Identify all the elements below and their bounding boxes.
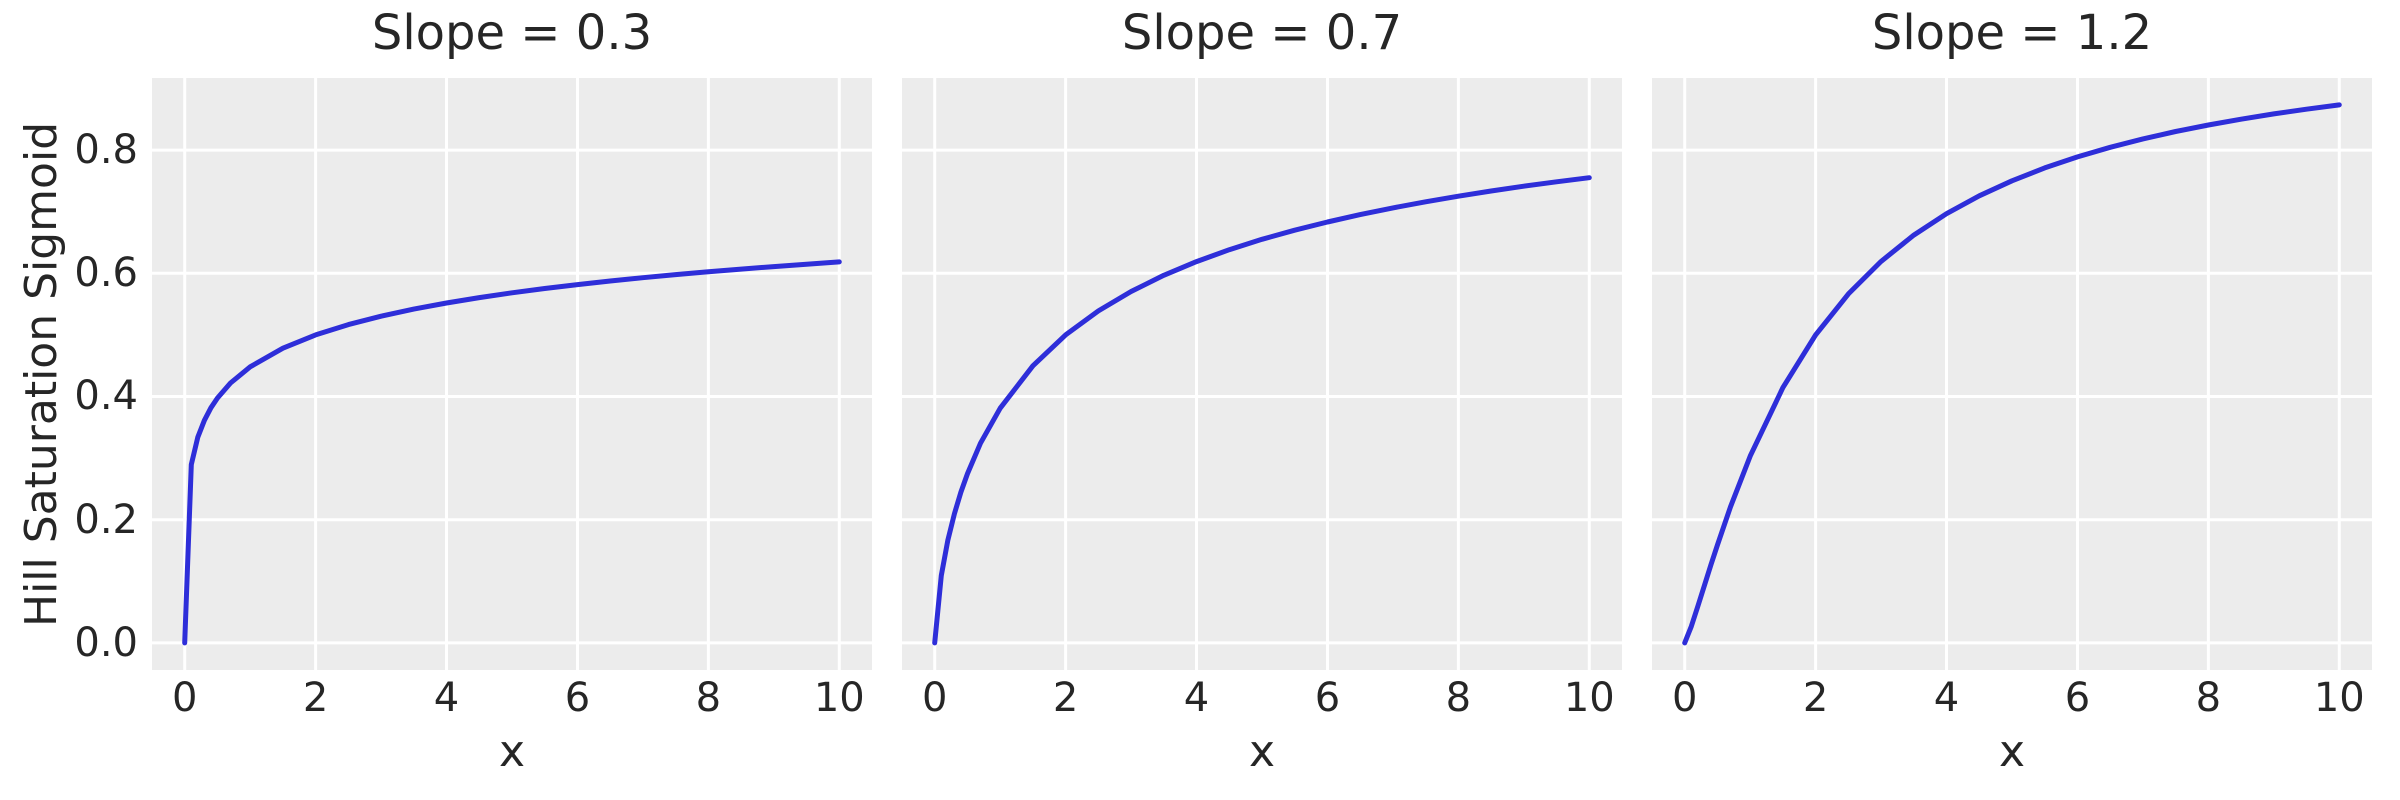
x-tick-label: 10 [813, 675, 865, 721]
panel-2-plot-area [902, 78, 1622, 670]
x-tick-label: 2 [1802, 675, 1829, 721]
panel-3-plot-area [1652, 78, 2372, 670]
y-tick-label: 0.2 [74, 496, 138, 543]
panel-2-title: Slope = 0.7 [1121, 5, 1403, 61]
panel-2-x-axis-label: x [1248, 726, 1276, 777]
x-tick-label: 4 [433, 675, 460, 721]
x-tick-label: 0 [1671, 675, 1698, 721]
x-tick-label: 2 [1052, 675, 1079, 721]
x-tick-label: 6 [2064, 675, 2091, 721]
x-tick-label: 6 [1314, 675, 1341, 721]
plot-background [902, 78, 1622, 670]
x-tick-label: 0 [921, 675, 948, 721]
curve-slope-1.2 [1682, 102, 2342, 646]
x-tick-label: 10 [1563, 675, 1615, 721]
panel-3-x-axis-label: x [1998, 726, 2026, 777]
panel-1-plot-area [152, 78, 872, 670]
x-tick-label: 0 [171, 675, 198, 721]
x-tick-label: 10 [2313, 675, 2365, 721]
panel-3-canvas [1652, 78, 2372, 670]
x-tick-label: 4 [1183, 675, 1210, 721]
y-tick-label: 0.6 [74, 250, 138, 297]
curve-slope-0.3 [182, 259, 842, 646]
plot-background [1652, 78, 2372, 670]
panel-1-canvas [152, 78, 872, 670]
x-tick-label: 4 [1933, 675, 1960, 721]
plot-background [152, 78, 872, 670]
curve-slope-0.7 [932, 175, 1592, 646]
y-tick-label: 0.4 [74, 373, 138, 420]
panel-1-title: Slope = 0.3 [371, 5, 653, 61]
panel-2-canvas [902, 78, 1622, 670]
x-tick-label: 8 [1445, 675, 1472, 721]
x-tick-label: 8 [2195, 675, 2222, 721]
panel-1-x-axis-label: x [498, 726, 526, 777]
x-tick-label: 6 [564, 675, 591, 721]
x-tick-label: 8 [695, 675, 722, 721]
y-tick-label: 0.8 [74, 127, 138, 174]
panel-3-title: Slope = 1.2 [1871, 5, 2153, 61]
y-tick-label: 0.0 [74, 619, 138, 666]
x-tick-label: 2 [302, 675, 329, 721]
